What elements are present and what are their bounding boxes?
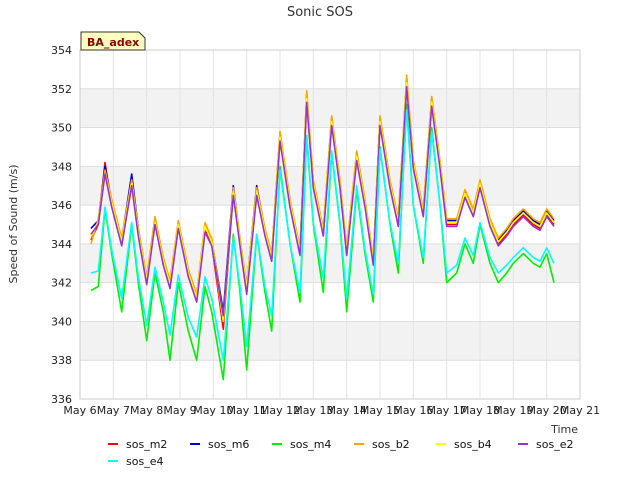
y-tick-label: 346 xyxy=(51,199,72,212)
y-tick-label: 354 xyxy=(51,44,72,57)
annotation-box-shape xyxy=(80,31,146,51)
annotation-box: BA_adex xyxy=(80,31,146,51)
x-tick-label: May 8 xyxy=(130,404,163,417)
grid-band xyxy=(80,88,580,128)
legend-item-sos_m6: sos_m6 xyxy=(190,438,249,451)
series-line-sos_e2 xyxy=(90,86,555,317)
x-tick-label: May 11 xyxy=(227,404,267,417)
x-tick-label: May 20 xyxy=(527,404,567,417)
series-lines xyxy=(90,74,555,381)
legend-label: sos_e2 xyxy=(536,438,573,451)
y-tick-label: 350 xyxy=(51,122,72,135)
y-tick-label: 336 xyxy=(51,393,72,406)
legend-item-sos_b4: sos_b4 xyxy=(436,438,492,451)
legend-label: sos_m2 xyxy=(126,438,167,451)
x-tick-label: May 10 xyxy=(193,404,233,417)
annotation-label: BA_adex xyxy=(87,36,139,49)
legend-label: sos_m6 xyxy=(208,438,249,451)
x-tick-label: May 9 xyxy=(163,404,196,417)
legend-label: sos_e4 xyxy=(126,455,163,468)
legend: sos_m2 sos_m6 sos_m4 sos_b2 sos_b4 sos_e2 sos_… xyxy=(108,438,573,468)
y-tick-label: 338 xyxy=(51,354,72,367)
y-tick-label: 340 xyxy=(51,315,72,328)
y-tick-label: 344 xyxy=(51,238,72,251)
x-axis-title: Time xyxy=(550,423,578,436)
x-tick-label: May 21 xyxy=(560,404,600,417)
y-tick-label: 342 xyxy=(51,277,72,290)
legend-item-sos_b2: sos_b2 xyxy=(354,438,410,451)
x-tick-label: May 13 xyxy=(293,404,333,417)
x-tick-label: May 6 xyxy=(63,404,96,417)
x-tick-label: May 15 xyxy=(360,404,400,417)
y-axis-ticks: 336 338 340 342 344 346 348 350 352 354 xyxy=(51,44,72,406)
x-tick-label: May 18 xyxy=(460,404,500,417)
x-tick-label: May 17 xyxy=(427,404,467,417)
legend-item-sos_e2: sos_e2 xyxy=(518,438,573,451)
plot-frame xyxy=(79,49,581,400)
x-tick-label: May 12 xyxy=(260,404,300,417)
legend-label: sos_b4 xyxy=(454,438,492,451)
x-tick-label: May 14 xyxy=(327,404,367,417)
chart-title: Sonic SOS xyxy=(287,5,353,20)
x-tick-label: May 16 xyxy=(393,404,433,417)
grid-band xyxy=(80,321,580,361)
legend-item-sos_m2: sos_m2 xyxy=(108,438,167,451)
grid-lines xyxy=(79,49,581,400)
legend-label: sos_b2 xyxy=(372,438,410,451)
x-tick-label: May 7 xyxy=(97,404,130,417)
legend-label: sos_m4 xyxy=(290,438,331,451)
legend-item-sos_m4: sos_m4 xyxy=(272,438,331,451)
legend-item-sos_e4: sos_e4 xyxy=(108,455,163,468)
y-tick-label: 348 xyxy=(51,160,72,173)
series-line-sos_e4 xyxy=(90,109,555,362)
x-tick-label: May 19 xyxy=(493,404,533,417)
y-axis-title: Speed of Sound (m/s) xyxy=(7,165,20,284)
y-tick-label: 352 xyxy=(51,83,72,96)
